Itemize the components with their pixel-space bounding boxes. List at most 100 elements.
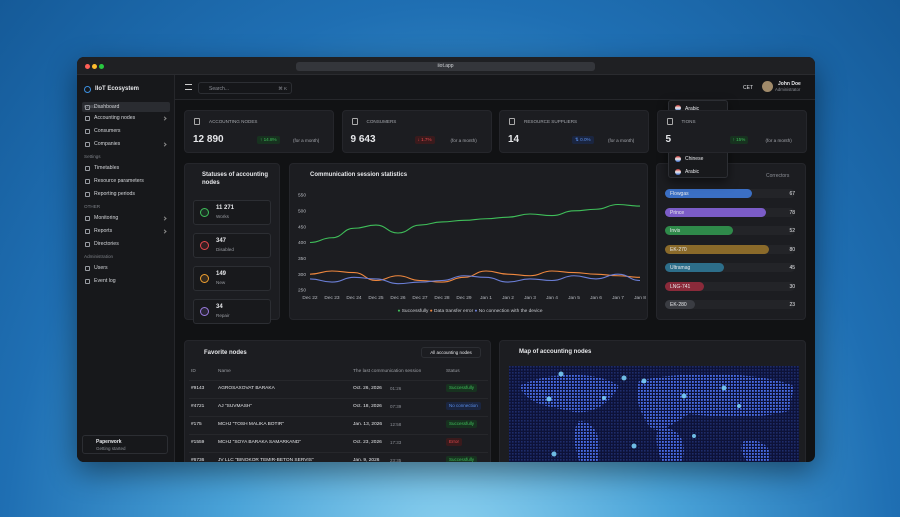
nav-label: Users: [94, 265, 108, 271]
nav-item[interactable]: Resource parameters: [82, 176, 170, 186]
nav-label: Consumers: [94, 128, 121, 134]
ranking-card: nt Correctors Flowgas67Prince78Invis52EK…: [656, 163, 806, 320]
chevron: [162, 141, 167, 147]
cell-time: 07:39: [390, 404, 402, 409]
nav-item[interactable]: Reporting periods: [82, 189, 170, 199]
x-tick-label: Dec 27: [412, 295, 428, 301]
status-label: Works: [216, 214, 229, 219]
kpi-card: ACCOUNTING NODES 12 890 ↑ 14.8% (for a mont…: [184, 110, 334, 153]
trend-arrow: ⇅: [575, 137, 581, 142]
nav-item[interactable]: Dashboard: [82, 102, 170, 112]
row-divider: [189, 434, 488, 435]
nav-item[interactable]: Reports: [82, 226, 170, 236]
nav-item[interactable]: Event log: [82, 276, 170, 286]
address-bar[interactable]: iiot.app: [296, 62, 595, 71]
rank-track: [665, 300, 795, 309]
row-divider: [189, 380, 488, 381]
nav-label: Timetables: [94, 165, 120, 171]
cell-date: Oct. 26, 2026: [353, 386, 382, 391]
legend-label[interactable]: Data transfer error: [434, 308, 474, 314]
legend-marker: ●: [428, 309, 434, 314]
kpi-delta: ↓ 1.7%: [414, 136, 435, 144]
legend-marker: ●: [398, 309, 402, 314]
rank-bar: [665, 189, 753, 198]
kpi-card: CONSUMERS 9 643 ↓ 1.7% (for a month): [341, 110, 492, 153]
rank-bar: [665, 244, 769, 254]
menu-toggle[interactable]: [185, 84, 192, 90]
delta-value: 14.8%: [263, 137, 277, 142]
filter-select[interactable]: Correctors: [766, 173, 790, 179]
language-option[interactable]: Arabic: [685, 169, 700, 175]
kpi-label: ACCOUNTING NODES: [209, 119, 258, 124]
x-tick-label: Dec 29: [456, 295, 472, 301]
legend-label[interactable]: No connection with the device: [479, 308, 543, 314]
cell-name: JV LLC "BINOKOR TEMIR-BETON SERVIS": [218, 458, 314, 462]
search-placeholder: Search...: [209, 86, 230, 92]
nav-label: Dashboard: [94, 104, 120, 110]
nav-label: Event log: [94, 278, 116, 284]
y-tick-label: 300: [298, 272, 306, 278]
minimize-button[interactable]: [92, 64, 97, 69]
cell-name: AGROSAXOVAT BARAKA: [218, 386, 275, 391]
column-header: The last communication session: [353, 369, 422, 374]
nav-item[interactable]: Users: [82, 263, 170, 273]
cell-id: #4721: [191, 404, 205, 409]
nav-group-title: Settings: [84, 154, 101, 159]
search-box[interactable]: Search... ⌘ K: [198, 82, 292, 94]
cell-time: 17:33: [390, 440, 402, 445]
nav-icon: [85, 165, 90, 171]
nav-item[interactable]: Companies: [82, 139, 170, 149]
rank-value: 45: [789, 265, 795, 271]
language-option[interactable]: Chinese: [685, 156, 704, 163]
nav-item[interactable]: Monitoring: [82, 213, 170, 223]
cell-name: AJ "SUVMASH": [218, 404, 253, 409]
cell-date: Oct. 18, 2026: [353, 404, 382, 409]
x-tick-label: Jan 7: [612, 295, 624, 301]
status-value: 347: [216, 238, 227, 244]
kpi-icon: [666, 118, 673, 125]
docs-link[interactable]: Paperwork Getting started: [82, 435, 168, 454]
zoom-button[interactable]: [99, 64, 104, 69]
status-value: 34: [216, 304, 223, 310]
nav-label: Accounting nodes: [94, 115, 136, 121]
cell-id: #9143: [191, 386, 205, 391]
close-button[interactable]: [85, 64, 90, 69]
cell-time: 12:58: [390, 422, 402, 427]
y-tick-label: 400: [298, 240, 306, 246]
rank-name: Prince: [670, 209, 685, 216]
nav-item[interactable]: Accounting nodes: [82, 113, 170, 123]
rank-name: EK-280: [670, 302, 687, 308]
status-badge: Successfully: [446, 420, 478, 428]
language-option[interactable]: Arabic: [685, 105, 700, 112]
avatar[interactable]: [762, 81, 773, 92]
kpi-delta: ↑ 15%: [729, 136, 749, 144]
rank-track: [665, 263, 795, 272]
timezone[interactable]: CET: [743, 85, 753, 91]
cell-date: Jan. 13, 2026: [353, 422, 383, 427]
all-nodes-button[interactable]: All accounting nodes: [421, 347, 481, 358]
trend-arrow: ↑: [732, 137, 737, 142]
nav-item[interactable]: Consumers: [82, 126, 170, 136]
kpi-value: 5: [665, 134, 672, 145]
x-tick-label: Dec 28: [434, 295, 450, 301]
x-tick-label: Dec 22: [302, 295, 318, 301]
nav-group-title: Control: [84, 104, 99, 109]
legend-label[interactable]: Successfully: [402, 308, 429, 314]
nav-item[interactable]: Timetables: [82, 163, 170, 173]
x-tick-label: Dec 23: [324, 295, 340, 301]
card-title: Statuses of accounting nodes: [202, 172, 269, 186]
app-header: Search... ⌘ K CET John Doe Administrator: [175, 75, 815, 100]
status-icon: [200, 274, 209, 283]
nav-item[interactable]: Directories: [82, 239, 170, 249]
chart-title: Communication session statistics: [310, 172, 408, 178]
status-label: New: [216, 280, 226, 285]
user-role: Administrator: [775, 87, 801, 92]
status-icon: [200, 307, 209, 316]
y-tick-label: 350: [298, 256, 306, 262]
column-header: ID: [191, 369, 196, 374]
nav-icon: [85, 128, 90, 134]
status-badge: Successfully: [446, 384, 478, 392]
nav-label: Reporting periods: [94, 191, 135, 197]
nav-icon: [85, 278, 90, 284]
docs-title: Paperwork: [96, 439, 122, 445]
